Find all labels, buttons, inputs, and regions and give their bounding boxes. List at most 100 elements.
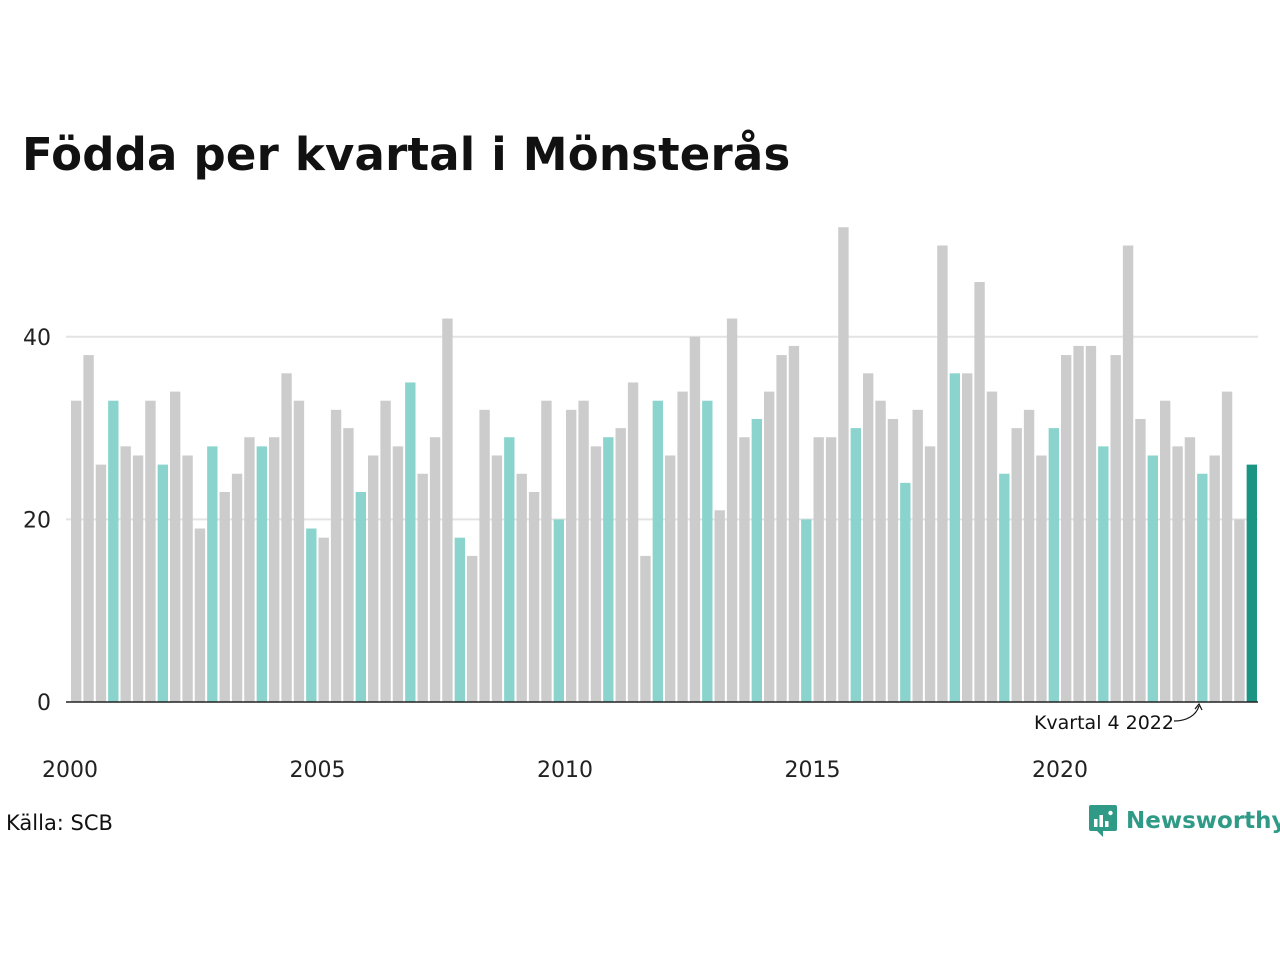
bar: [986, 391, 998, 702]
bar: [1036, 455, 1047, 702]
x-tick-labels: 2000 2005 2010 2015 2020: [42, 758, 1088, 783]
bar: [256, 446, 268, 702]
bar: [108, 400, 119, 702]
bar: [590, 446, 602, 702]
bar: [306, 528, 317, 702]
bar: [776, 355, 787, 702]
bar: [566, 409, 577, 702]
bars: [71, 227, 1258, 703]
bar: [182, 455, 193, 702]
source-note: Källa: SCB: [6, 811, 113, 835]
bar: [937, 245, 948, 702]
bar: [1048, 428, 1060, 702]
bar: [355, 492, 367, 702]
bar: [1061, 355, 1072, 702]
newsworthy-logo: Newsworthy: [1088, 804, 1280, 838]
bar: [875, 400, 886, 702]
bar: [900, 482, 911, 702]
x-tick-label: 2020: [1032, 758, 1088, 783]
bar: [578, 400, 589, 702]
x-tick-label: 2000: [42, 758, 98, 783]
x-tick-label: 2010: [537, 758, 593, 783]
bar: [1234, 519, 1245, 702]
bar: [95, 464, 107, 702]
newsworthy-icon: [1089, 805, 1117, 837]
bar: [1085, 345, 1097, 702]
bar: [516, 473, 527, 702]
bar: [726, 318, 738, 702]
bar: [1073, 345, 1084, 702]
y-tick-label: 40: [23, 326, 51, 351]
x-tick-label: 2005: [290, 758, 346, 783]
bar: [244, 437, 255, 702]
bar: [788, 345, 800, 702]
bar: [467, 555, 478, 702]
bar: [912, 409, 923, 702]
y-tick-label: 20: [23, 508, 51, 533]
bar: [603, 437, 614, 702]
annotation-label: Kvartal 4 2022: [1034, 712, 1174, 734]
bar: [887, 418, 899, 702]
bar: [1160, 400, 1171, 702]
bar: [429, 437, 441, 702]
bar: [417, 473, 428, 702]
bar: [863, 373, 874, 702]
brand-name: Newsworthy: [1126, 808, 1280, 834]
bar: [170, 391, 181, 702]
bar: [1135, 418, 1146, 702]
bar: [640, 555, 651, 702]
bar: [479, 409, 490, 702]
chart-title: Födda per kvartal i Mönsterås: [22, 128, 791, 181]
bar: [194, 528, 206, 702]
bar: [1110, 355, 1121, 702]
bar: [380, 400, 391, 702]
bar: [392, 446, 404, 702]
bar: [207, 446, 218, 702]
bar: [293, 400, 305, 702]
y-tick-label: 0: [37, 691, 51, 716]
bar: [652, 400, 664, 702]
bar: [219, 492, 230, 702]
bar: [838, 227, 849, 703]
bar: [850, 428, 862, 702]
y-tick-labels: 0 20 40: [23, 326, 51, 716]
bar: [541, 400, 552, 702]
bar: [974, 282, 985, 702]
bar: [665, 455, 676, 702]
bar: [1246, 464, 1258, 702]
bar: [318, 537, 329, 702]
bar: [553, 519, 565, 702]
bar: [83, 355, 94, 702]
bar: [801, 519, 812, 702]
bar: [1209, 455, 1220, 702]
bar: [813, 437, 824, 702]
bar: [504, 437, 515, 702]
bar: [231, 473, 243, 702]
bar: [330, 409, 342, 702]
bar: [764, 391, 775, 702]
bar: [1221, 391, 1233, 702]
bar: [949, 373, 961, 702]
annotation-arrow: [1173, 705, 1200, 722]
bar: [627, 382, 639, 702]
bar: [751, 418, 763, 702]
x-tick-label: 2015: [785, 758, 841, 783]
bar: [454, 537, 466, 702]
bar: [825, 437, 837, 702]
bar: [368, 455, 379, 702]
bar: [689, 336, 701, 702]
bar: [528, 492, 540, 702]
bar: [1172, 446, 1183, 702]
bar: [442, 318, 453, 702]
annotation: Kvartal 4 2022: [1034, 702, 1203, 734]
bar: [269, 437, 280, 702]
annotation-arrowhead: [1194, 702, 1203, 711]
bar: [615, 428, 626, 702]
bar: [999, 473, 1010, 702]
bar: [924, 446, 936, 702]
bar: [1122, 245, 1134, 702]
bar: [132, 455, 144, 702]
bar: [405, 382, 416, 702]
bar: [281, 373, 292, 702]
